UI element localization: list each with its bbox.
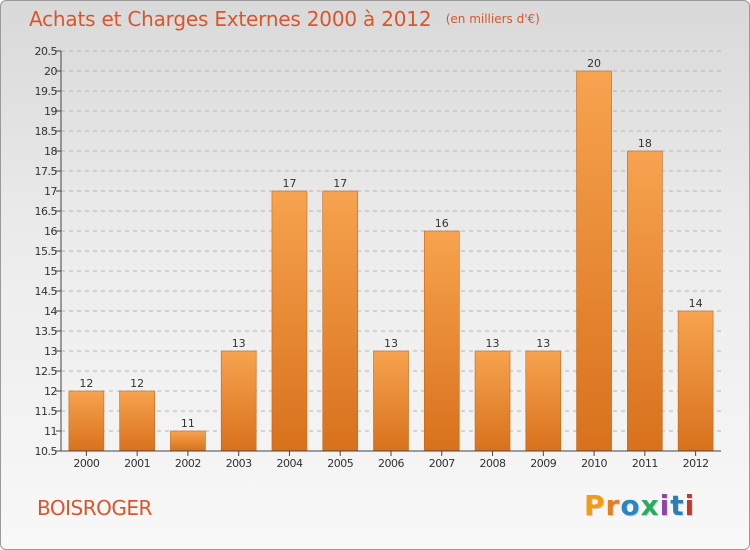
bars-layer: 12 12 11 13 17 17 13 16 13 13 20 18 14 <box>68 57 714 452</box>
logo-letter: r <box>605 489 621 522</box>
logo-letter: i <box>659 489 671 522</box>
data-label: 16 <box>435 217 449 230</box>
data-label: 13 <box>232 337 246 350</box>
y-tick-label: 11.5 <box>35 405 58 418</box>
town-name: BOISROGER <box>37 496 152 520</box>
x-tick-label: 2009 <box>530 457 556 470</box>
x-tick-label: 2006 <box>378 457 404 470</box>
bar <box>68 390 105 452</box>
bar <box>271 190 308 452</box>
y-tick-label: 18.5 <box>35 125 58 138</box>
y-tick-label: 14.5 <box>35 285 58 298</box>
y-tick-label: 16 <box>44 225 57 238</box>
data-label: 17 <box>282 177 296 190</box>
logo-letter: x <box>640 489 660 522</box>
chart-title: Achats et Charges Externes 2000 à 2012 <box>29 7 432 31</box>
bar <box>373 350 409 452</box>
x-tick-label: 2005 <box>327 457 353 470</box>
data-label: 12 <box>79 377 93 390</box>
data-label: 13 <box>536 337 550 350</box>
x-tick-label: 2002 <box>175 457 201 470</box>
x-tick-label: 2010 <box>581 457 607 470</box>
data-label: 14 <box>689 297 703 310</box>
data-label: 17 <box>333 177 347 190</box>
y-tick-label: 13.5 <box>35 325 58 338</box>
bar <box>576 70 612 452</box>
y-tick-label: 17.5 <box>35 165 58 178</box>
x-tick-label: 2003 <box>226 457 252 470</box>
bar <box>677 310 714 452</box>
bar <box>170 430 206 452</box>
logo-letter: o <box>620 489 641 522</box>
data-label: 20 <box>587 57 601 70</box>
x-tick-label: 2001 <box>124 457 150 470</box>
logo-letter: P <box>584 489 606 522</box>
data-label: 12 <box>130 377 144 390</box>
proxiti-logo: Proxiti <box>584 489 695 522</box>
y-tick-label: 16.5 <box>35 205 58 218</box>
y-tick-label: 12 <box>44 385 57 398</box>
y-tick-label: 17 <box>44 185 57 198</box>
y-tick-label: 10.5 <box>35 445 58 458</box>
bar <box>322 190 359 452</box>
data-label: 13 <box>486 337 500 350</box>
y-tick-label: 13 <box>44 345 57 358</box>
x-tick-label: 2007 <box>429 457 455 470</box>
logo-letter: i <box>684 489 696 522</box>
bar <box>627 150 663 452</box>
chart-unit: (en milliers d'€) <box>445 12 540 26</box>
x-tick-label: 2008 <box>480 457 506 470</box>
x-tick-label: 2011 <box>632 457 658 470</box>
data-label: 11 <box>181 417 195 430</box>
bar <box>423 230 460 452</box>
y-tick-label: 14 <box>44 305 57 318</box>
y-tick-label: 19 <box>44 105 57 118</box>
y-tick-label: 15.5 <box>35 245 58 258</box>
chart-title-block: Achats et Charges Externes 2000 à 2012 (… <box>29 7 540 31</box>
y-tick-label: 19.5 <box>35 85 58 98</box>
y-tick-label: 18 <box>44 145 57 158</box>
x-tick-label: 2000 <box>73 457 99 470</box>
x-tick-label: 2012 <box>683 457 709 470</box>
data-label: 18 <box>638 137 652 150</box>
data-label: 13 <box>384 337 398 350</box>
axis-layer: 10.5 11 11.5 12 12.5 13 13.5 14 14.5 15 15.5 16 16.5… <box>35 45 721 470</box>
y-tick-label: 20 <box>44 65 57 78</box>
bar <box>474 350 511 452</box>
y-tick-label: 11 <box>44 425 57 438</box>
y-tick-label: 20.5 <box>35 45 58 58</box>
logo-letter: t <box>670 489 685 522</box>
bar <box>525 350 562 452</box>
bar <box>220 350 257 452</box>
y-tick-label: 15 <box>44 265 57 278</box>
x-tick-label: 2004 <box>276 457 302 470</box>
bar <box>119 390 155 452</box>
y-tick-label: 12.5 <box>35 365 58 378</box>
